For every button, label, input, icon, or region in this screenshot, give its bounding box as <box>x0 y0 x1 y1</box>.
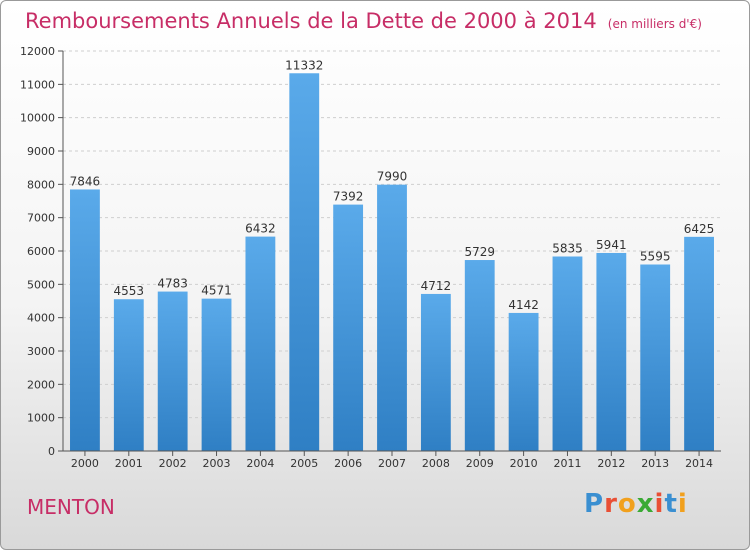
x-tick-label: 2010 <box>510 457 538 470</box>
data-label: 4142 <box>508 298 539 312</box>
bar <box>201 298 232 451</box>
y-tick-label: 8000 <box>27 178 55 191</box>
x-tick-label: 2004 <box>246 457 274 470</box>
chart-title-main: Remboursements Annuels de la Dette de 20… <box>25 9 597 33</box>
y-tick-label: 4000 <box>27 312 55 325</box>
bar <box>70 189 100 451</box>
bar <box>157 291 188 451</box>
bar <box>245 236 276 451</box>
y-tick-label: 1000 <box>27 412 55 425</box>
logo-letter: o <box>617 489 637 519</box>
x-tick-label: 2008 <box>422 457 450 470</box>
labels: 0 1000 2000 3000 4000 5000 6000 7000 8000 9000 100… <box>20 45 714 470</box>
x-tick-label: 2012 <box>597 457 625 470</box>
bar <box>596 252 627 451</box>
data-label: 6425 <box>684 222 715 236</box>
data-label: 4553 <box>114 284 145 298</box>
data-label: 6432 <box>245 222 276 236</box>
x-tick-label: 2001 <box>115 457 143 470</box>
data-label: 5941 <box>596 238 627 252</box>
data-label: 4783 <box>157 277 188 291</box>
x-tick-label: 2011 <box>553 457 581 470</box>
logo-letter: x <box>636 489 655 519</box>
bar <box>333 204 364 451</box>
y-tick-label: 10000 <box>20 112 55 125</box>
bar <box>113 299 144 451</box>
x-tick-label: 2014 <box>685 457 713 470</box>
y-tick-label: 7000 <box>27 212 55 225</box>
data-label: 7846 <box>70 174 101 188</box>
x-tick-label: 2002 <box>159 457 187 470</box>
chart-unit-label: (en milliers d'€) <box>607 17 702 31</box>
x-tick-label: 2006 <box>334 457 362 470</box>
logo-letter: i <box>654 489 665 519</box>
y-tick-label: 5000 <box>27 278 55 291</box>
data-label: 5835 <box>552 242 583 256</box>
data-label: 5729 <box>464 245 495 259</box>
bar <box>508 312 539 451</box>
chart-title: Remboursements Annuels de la Dette de 20… <box>25 9 702 33</box>
data-label: 5595 <box>640 250 671 264</box>
x-tick-label: 2003 <box>203 457 231 470</box>
bars <box>70 73 714 452</box>
data-label: 11332 <box>285 58 323 72</box>
data-label: 7990 <box>377 170 408 184</box>
data-label: 7392 <box>333 190 364 204</box>
bar <box>464 260 495 451</box>
data-label: 4571 <box>201 284 232 298</box>
bar <box>640 264 671 451</box>
bar <box>420 293 451 451</box>
x-tick-label: 2013 <box>641 457 669 470</box>
y-tick-label: 6000 <box>27 245 55 258</box>
y-tick-label: 12000 <box>20 45 55 58</box>
logo-letter: P <box>584 489 605 519</box>
data-label: 4712 <box>421 279 452 293</box>
x-tick-label: 2009 <box>466 457 494 470</box>
y-tick-label: 0 <box>48 445 55 458</box>
x-tick-label: 2007 <box>378 457 406 470</box>
proxiti-logo: Proxiti <box>584 489 688 519</box>
y-tick-label: 9000 <box>27 145 55 158</box>
city-name: MENTON <box>27 495 115 519</box>
axes <box>58 50 721 456</box>
x-tick-label: 2000 <box>71 457 99 470</box>
bar <box>289 73 320 452</box>
bar <box>377 184 407 451</box>
y-tick-label: 2000 <box>27 378 55 391</box>
logo-letter: r <box>604 489 618 519</box>
x-tick-label: 2005 <box>290 457 318 470</box>
logo-letter: t <box>664 489 678 519</box>
y-tick-label: 3000 <box>27 345 55 358</box>
logo-letter: i <box>677 489 688 519</box>
bar <box>684 236 714 451</box>
bar <box>552 256 583 451</box>
y-tick-label: 11000 <box>20 78 55 91</box>
